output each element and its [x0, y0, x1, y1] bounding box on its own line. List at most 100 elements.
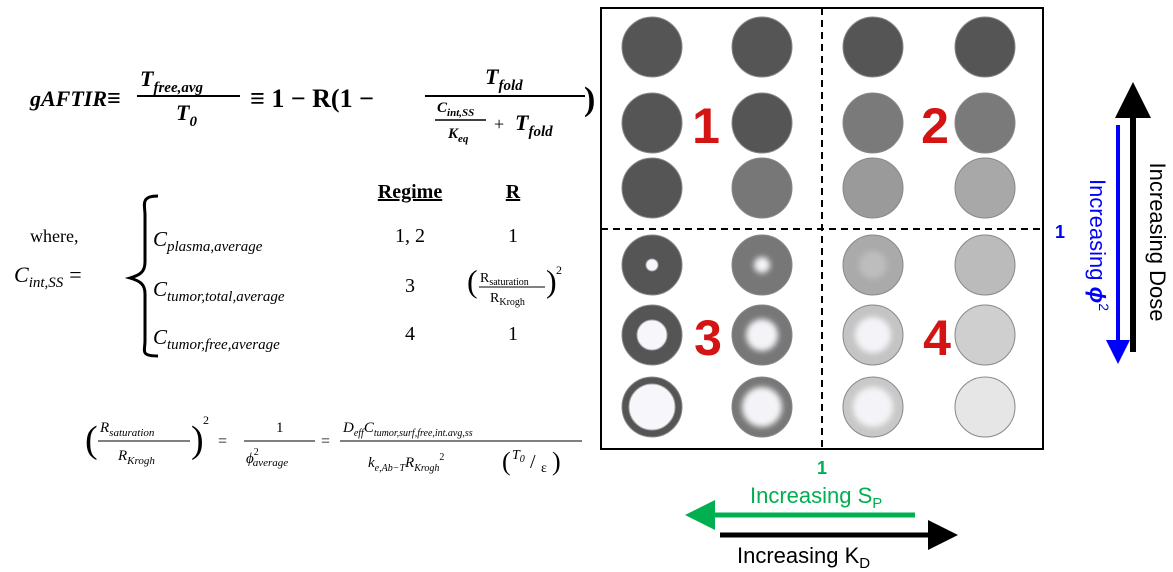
well-core [629, 384, 675, 430]
sub: free,avg [153, 80, 203, 96]
well [955, 235, 1015, 295]
sp-label: Increasing SP [750, 483, 882, 512]
sub: saturation [109, 427, 155, 439]
main-equation: gAFTIR ≡ Tfree,avg T0 ≡ 1 − R(1 − Tfold … [29, 64, 595, 145]
numerator: Tfree,avg [140, 66, 204, 96]
sub: e,Ab−T [375, 463, 407, 474]
figure: gAFTIR ≡ Tfree,avg T0 ≡ 1 − R(1 − Tfold … [0, 0, 1173, 572]
equals: = [321, 433, 330, 450]
well [843, 158, 903, 218]
sub: tumor,surf,free,int.avg,ss [374, 428, 473, 439]
numerator: Tfold [485, 64, 523, 94]
sub: plasma,average [166, 239, 263, 255]
well-core [754, 257, 770, 273]
sub: P [872, 495, 882, 512]
one: 1 [276, 420, 284, 436]
symbol: ϕ [1085, 287, 1110, 304]
header: R [506, 181, 521, 203]
paren: ( [85, 419, 98, 461]
quadrant-label: 1 [692, 98, 720, 154]
sub: Krogh [499, 297, 525, 308]
text: Increasing S [750, 483, 872, 508]
row-label: Ctumor,total,average [153, 277, 285, 305]
well-core [859, 251, 887, 279]
phi-label: Increasing ϕ2 [1085, 179, 1112, 311]
well [732, 17, 792, 77]
threshold-x: 1 [817, 458, 827, 478]
well-core [853, 387, 893, 427]
well-core [742, 387, 782, 427]
sub: Krogh [413, 463, 439, 474]
r-den: RKrogh [490, 291, 525, 308]
sub: Krogh [126, 455, 155, 467]
small-num: Cint,SS [437, 100, 474, 119]
eps: ε [541, 461, 547, 476]
lhs: gAFTIR [29, 86, 107, 111]
sub: int,SS [447, 107, 474, 119]
definition: Regime R where, Cint,SS= Cplasma,average… [14, 181, 562, 356]
regime: 3 [405, 275, 415, 297]
paren: ) [191, 419, 204, 461]
well [732, 93, 792, 153]
regime: 4 [405, 323, 415, 345]
well [732, 158, 792, 218]
header: Regime [378, 181, 443, 203]
r: 1 [508, 323, 518, 345]
text: Increasing K [737, 543, 860, 568]
regime: 1, 2 [395, 225, 425, 247]
well [843, 17, 903, 77]
well-core [637, 320, 667, 350]
plus: + [494, 114, 504, 134]
row-label: Ctumor,free,average [153, 325, 280, 353]
den: ke,Ab−TRKrogh2 [368, 452, 444, 474]
equals: = [218, 433, 227, 450]
well [843, 93, 903, 153]
denominator: T0 [176, 100, 197, 130]
r: R [404, 455, 414, 471]
d: D [342, 420, 354, 436]
threshold-y: 1 [1055, 222, 1065, 242]
num: Rsaturation [99, 420, 155, 439]
r-num: Rsaturation [480, 271, 529, 288]
paren: ( [502, 447, 511, 476]
well-core [855, 317, 891, 353]
r: R [117, 448, 127, 464]
close: ) [584, 81, 595, 118]
paren: ( [467, 263, 478, 299]
sub: fold [498, 78, 523, 94]
c: C [14, 262, 29, 287]
sub: eq [458, 133, 469, 145]
well [955, 305, 1015, 365]
exp: 2 [439, 452, 444, 463]
well [955, 377, 1015, 437]
t-fold: Tfold [515, 110, 553, 140]
quadrant-label: 3 [694, 310, 722, 366]
quadrant-label: 2 [921, 98, 949, 154]
phi: ϕ2average [246, 447, 288, 469]
c: C [153, 277, 168, 301]
r: 1 [508, 225, 518, 247]
num: DeffCtumor,surf,free,int.avg,ss [342, 420, 473, 439]
row-label: Cplasma,average [153, 227, 263, 255]
den: RKrogh [117, 448, 155, 467]
c: C [153, 227, 168, 251]
slash: / [530, 451, 536, 473]
well-core [646, 259, 658, 271]
equals: = [69, 262, 81, 287]
sub: average [253, 457, 289, 469]
sub: D [859, 555, 870, 572]
well [955, 93, 1015, 153]
sub: tumor,free,average [167, 337, 280, 353]
exp: 2 [203, 413, 209, 427]
middle: ≡ 1 − R(1 − [250, 84, 374, 113]
well [622, 17, 682, 77]
exp: 2 [1096, 303, 1112, 311]
well [955, 17, 1015, 77]
well [955, 158, 1015, 218]
dose-label: Increasing Dose [1145, 163, 1170, 322]
c: C [153, 325, 168, 349]
well [622, 158, 682, 218]
text: Increasing [1085, 179, 1110, 287]
where: where, [30, 226, 78, 246]
